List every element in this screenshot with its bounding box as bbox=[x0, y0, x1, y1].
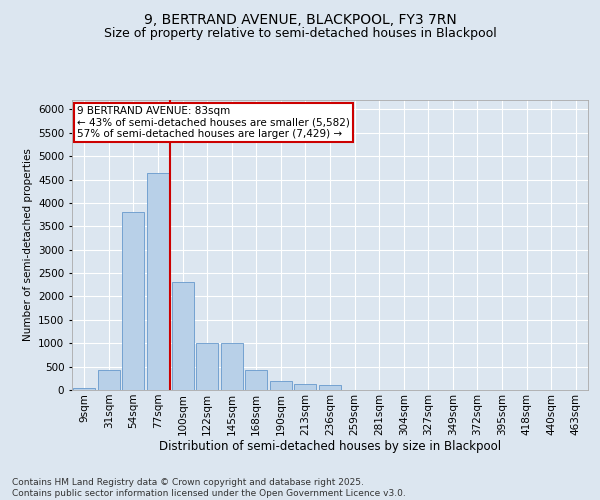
X-axis label: Distribution of semi-detached houses by size in Blackpool: Distribution of semi-detached houses by … bbox=[159, 440, 501, 454]
Text: 9, BERTRAND AVENUE, BLACKPOOL, FY3 7RN: 9, BERTRAND AVENUE, BLACKPOOL, FY3 7RN bbox=[143, 12, 457, 26]
Bar bbox=[122, 212, 145, 390]
Bar bbox=[245, 370, 268, 390]
Y-axis label: Number of semi-detached properties: Number of semi-detached properties bbox=[23, 148, 32, 342]
Text: 9 BERTRAND AVENUE: 83sqm
← 43% of semi-detached houses are smaller (5,582)
57% o: 9 BERTRAND AVENUE: 83sqm ← 43% of semi-d… bbox=[77, 106, 350, 139]
Bar bbox=[147, 172, 169, 390]
Bar bbox=[270, 380, 292, 390]
Bar bbox=[98, 370, 120, 390]
Text: Contains HM Land Registry data © Crown copyright and database right 2025.
Contai: Contains HM Land Registry data © Crown c… bbox=[12, 478, 406, 498]
Bar bbox=[172, 282, 194, 390]
Bar bbox=[196, 343, 218, 390]
Bar bbox=[221, 343, 243, 390]
Bar bbox=[295, 384, 316, 390]
Bar bbox=[319, 385, 341, 390]
Text: Size of property relative to semi-detached houses in Blackpool: Size of property relative to semi-detach… bbox=[104, 28, 496, 40]
Bar bbox=[73, 388, 95, 390]
